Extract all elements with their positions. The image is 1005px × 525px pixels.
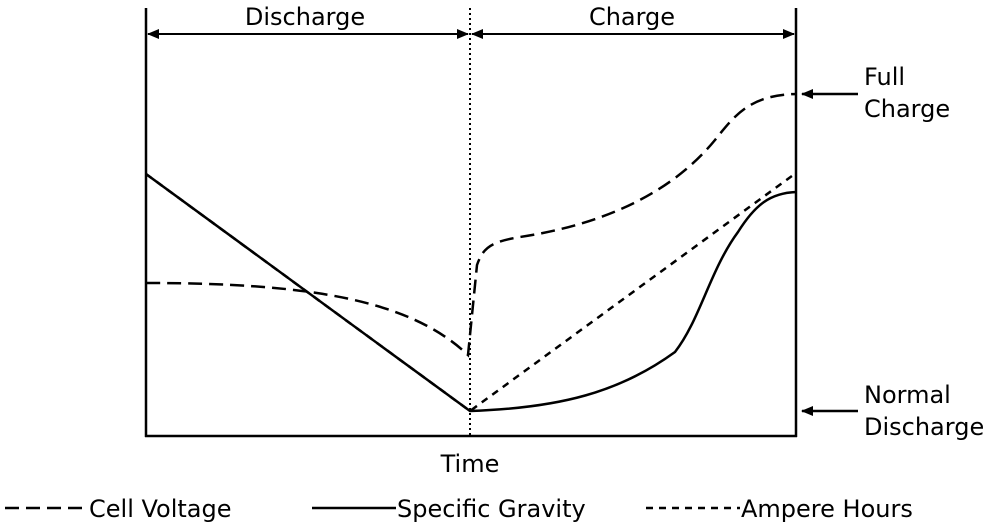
legend: Cell Voltage Specific Gravity Ampere Hou… xyxy=(5,495,913,523)
normal-discharge-label-line1: Normal xyxy=(864,381,951,409)
full-charge-label-line1: Full xyxy=(864,63,905,91)
legend-item-cell-voltage: Cell Voltage xyxy=(5,495,232,523)
discharge-label: Discharge xyxy=(245,3,365,31)
specific-gravity-curve xyxy=(145,172,797,413)
full-charge-label-line2: Charge xyxy=(864,95,950,123)
legend-item-specific-gravity: Specific Gravity xyxy=(312,495,586,523)
charge-label: Charge xyxy=(589,3,675,31)
legend-label-specific-gravity: Specific Gravity xyxy=(397,495,586,523)
legend-item-ampere-hours: Ampere Hours xyxy=(646,495,913,523)
normal-discharge-label-line2: Discharge xyxy=(864,413,984,441)
legend-label-ampere-hours: Ampere Hours xyxy=(741,495,913,523)
cell-voltage-curve xyxy=(145,92,797,358)
x-axis-label: Time xyxy=(440,450,500,478)
legend-label-cell-voltage: Cell Voltage xyxy=(89,495,232,523)
